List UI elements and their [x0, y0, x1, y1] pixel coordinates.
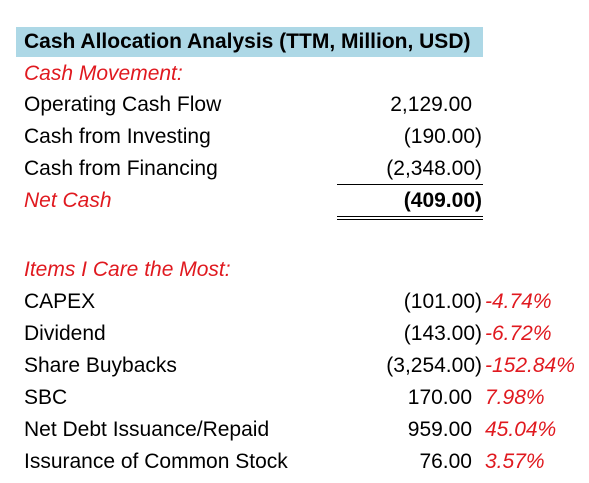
row-percent: -6.72%: [485, 322, 552, 345]
items-header: Items I Care the Most:: [24, 258, 231, 281]
net-cash-row: Net Cash (409.00): [0, 185, 589, 217]
items-header-row: Items I Care the Most:: [0, 254, 589, 286]
sheet-title: Cash Allocation Analysis (TTM, Million, …: [16, 27, 483, 57]
row-value: (101.00): [403, 290, 482, 313]
row-percent: 7.98%: [485, 386, 545, 409]
cash-movement-header-row: Cash Movement:: [0, 58, 589, 90]
net-cash-value: (409.00): [403, 189, 482, 212]
cash-from-financing-row: Cash from Financing (2,348.00): [0, 153, 589, 185]
net-cash-label: Net Cash: [24, 189, 112, 212]
sbc-row: SBC 170.00 7.98%: [0, 382, 589, 414]
row-label: Share Buybacks: [24, 354, 177, 377]
row-value: 2,129.00: [390, 93, 472, 116]
row-value: 170.00: [407, 386, 472, 409]
row-value: (190.00): [403, 125, 482, 148]
row-label: Cash from Investing: [24, 125, 211, 148]
row-value: (2,348.00): [386, 157, 482, 180]
row-value: (3,254.00): [386, 354, 482, 377]
row-label: Net Debt Issuance/Repaid: [24, 418, 270, 441]
row-label: Issurance of Common Stock: [24, 450, 288, 473]
row-percent: 3.57%: [485, 450, 545, 473]
subtotal-top-border: [337, 184, 483, 185]
operating-cash-flow-row: Operating Cash Flow 2,129.00: [0, 89, 589, 121]
row-label: Operating Cash Flow: [24, 93, 222, 116]
net-debt-row: Net Debt Issuance/Repaid 959.00 45.04%: [0, 414, 589, 446]
row-value: (143.00): [403, 322, 482, 345]
share-buybacks-row: Share Buybacks (3,254.00) -152.84%: [0, 350, 589, 382]
row-label: Cash from Financing: [24, 157, 218, 180]
dividend-row: Dividend (143.00) -6.72%: [0, 318, 589, 350]
row-label: Dividend: [24, 322, 106, 345]
total-double-border-top: [337, 216, 483, 217]
cash-movement-header: Cash Movement:: [24, 62, 183, 85]
row-label: SBC: [24, 386, 68, 409]
cash-from-investing-row: Cash from Investing (190.00): [0, 121, 589, 153]
row-percent: -4.74%: [485, 290, 552, 313]
row-percent: -152.84%: [485, 354, 575, 377]
common-stock-row: Issurance of Common Stock 76.00 3.57%: [0, 446, 589, 478]
capex-row: CAPEX (101.00) -4.74%: [0, 286, 589, 318]
total-double-border-bottom: [337, 219, 483, 220]
row-value: 76.00: [419, 450, 472, 473]
row-label: CAPEX: [24, 290, 96, 313]
row-value: 959.00: [407, 418, 472, 441]
row-percent: 45.04%: [485, 418, 557, 441]
